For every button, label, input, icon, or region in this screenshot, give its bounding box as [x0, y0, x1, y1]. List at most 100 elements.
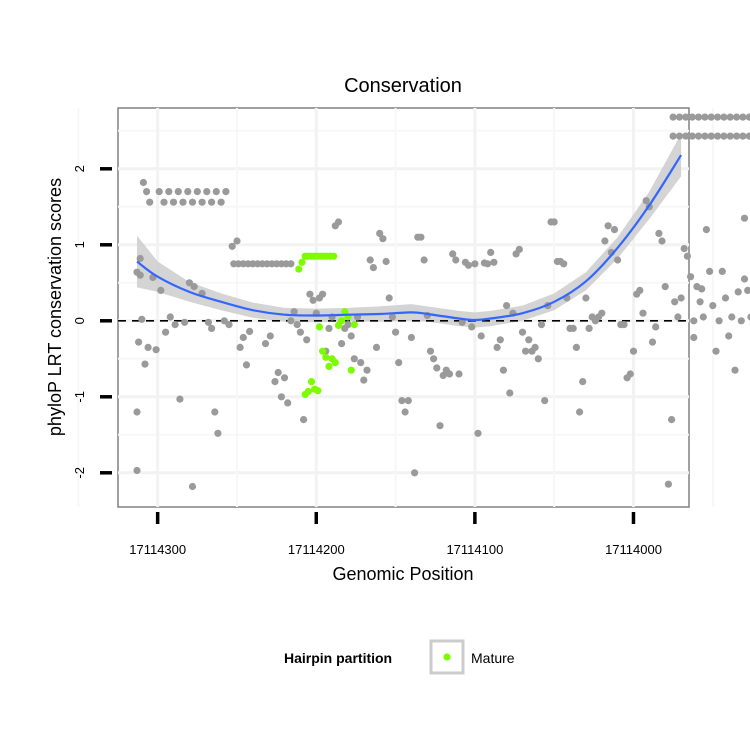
data-point: [604, 222, 612, 230]
data-point: [648, 338, 657, 346]
data-point-mature: [330, 252, 338, 260]
data-point: [620, 321, 628, 329]
data-point: [707, 132, 715, 140]
data-point: [165, 188, 173, 196]
data-point: [369, 264, 377, 272]
data-point: [525, 336, 533, 344]
data-point: [401, 408, 409, 416]
data-point: [395, 359, 403, 367]
data-point: [325, 324, 333, 332]
data-point: [642, 197, 650, 205]
data-point-mature: [304, 387, 312, 396]
data-point: [366, 256, 374, 264]
x-tick-label: 17114000: [605, 542, 662, 557]
data-point: [474, 429, 482, 437]
data-point: [739, 113, 747, 121]
data-point: [728, 313, 736, 321]
data-point: [382, 257, 390, 266]
data-point: [701, 113, 709, 121]
data-point-mature: [338, 317, 346, 325]
data-point: [572, 343, 581, 351]
data-point: [214, 429, 222, 437]
data-point: [141, 360, 149, 368]
data-point: [534, 355, 542, 363]
y-tick-label: -2: [72, 467, 87, 479]
data-point: [687, 273, 695, 281]
data-point: [680, 245, 688, 253]
data-point: [146, 198, 154, 206]
data-point: [696, 298, 704, 306]
data-point: [455, 370, 463, 378]
y-tick-label: 2: [72, 165, 87, 172]
data-point: [379, 235, 387, 243]
data-point: [319, 290, 327, 298]
data-point: [411, 469, 419, 477]
data-point: [404, 397, 412, 405]
data-point: [171, 321, 179, 329]
data-point: [490, 258, 498, 266]
data-point: [152, 346, 160, 354]
data-point: [658, 237, 666, 245]
data-point: [718, 267, 726, 275]
y-tick-label: 0: [72, 317, 87, 324]
data-point: [136, 271, 144, 279]
data-point: [690, 317, 698, 325]
data-point: [712, 347, 720, 355]
data-point: [203, 188, 211, 196]
data-point: [655, 229, 663, 237]
data-point: [747, 313, 750, 321]
data-point: [190, 283, 198, 291]
data-point: [683, 252, 692, 260]
data-point: [385, 294, 393, 302]
data-point: [610, 226, 619, 234]
data-point: [188, 482, 197, 491]
data-point: [439, 371, 447, 380]
y-axis-label: phyloP LRT conservation scores: [45, 178, 65, 436]
data-point: [184, 188, 192, 196]
data-point: [433, 364, 441, 372]
smooth-line-layer: [136, 154, 683, 322]
data-point: [204, 318, 212, 326]
x-tick-label: 17114100: [446, 542, 503, 557]
data-point: [246, 327, 254, 335]
data-point: [160, 198, 168, 206]
data-point: [417, 233, 425, 241]
data-point: [181, 318, 189, 326]
data-point: [222, 188, 230, 196]
data-point: [531, 343, 539, 351]
data-point: [136, 254, 144, 263]
data-point: [484, 260, 492, 268]
data-point: [426, 347, 435, 355]
data-point: [690, 333, 698, 342]
data-point: [720, 132, 728, 140]
data-point: [274, 368, 282, 377]
data-point: [694, 132, 703, 140]
data-point: [452, 256, 460, 264]
data-point: [261, 340, 270, 348]
data-point: [166, 313, 174, 321]
data-point: [334, 218, 343, 226]
data-point: [193, 188, 201, 196]
data-point-mature: [295, 265, 303, 273]
data-point: [726, 132, 734, 140]
chart-title: Conservation: [344, 75, 462, 97]
legend-key-mature: [443, 653, 451, 661]
data-point: [740, 275, 749, 283]
smooth-line: [136, 154, 683, 322]
data-point: [522, 347, 530, 355]
data-point: [155, 188, 163, 196]
data-point: [560, 260, 568, 268]
data-point: [714, 113, 722, 121]
data-point: [357, 359, 365, 367]
data-point: [477, 332, 485, 340]
data-point: [550, 218, 558, 226]
data-point: [430, 355, 438, 363]
data-point: [217, 198, 225, 206]
x-tick-label: 17114300: [129, 542, 186, 557]
data-point: [582, 294, 590, 302]
data-point: [733, 132, 741, 140]
data-point: [392, 328, 400, 336]
y-tick-label: -1: [72, 391, 87, 403]
data-point: [664, 480, 673, 488]
